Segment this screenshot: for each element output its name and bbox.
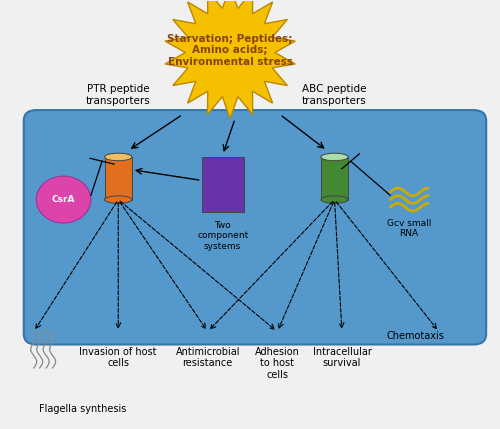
Text: Antimicrobial
resistance: Antimicrobial resistance <box>176 347 240 368</box>
Text: ABC peptide
transporters: ABC peptide transporters <box>302 84 367 106</box>
Ellipse shape <box>321 196 348 203</box>
Text: Intracellular
survival: Intracellular survival <box>312 347 372 368</box>
Ellipse shape <box>36 176 91 223</box>
Polygon shape <box>165 0 295 118</box>
Text: PTR peptide
transporters: PTR peptide transporters <box>86 84 150 106</box>
FancyBboxPatch shape <box>24 110 486 344</box>
Text: CsrA: CsrA <box>52 195 76 204</box>
Text: Invasion of host
cells: Invasion of host cells <box>80 347 157 368</box>
Text: Adhesion
to host
cells: Adhesion to host cells <box>255 347 300 380</box>
Text: Flagella synthesis: Flagella synthesis <box>38 404 126 414</box>
Text: Starvation; Peptides;
Amino acids;
Environmental stress: Starvation; Peptides; Amino acids; Envir… <box>168 34 293 67</box>
Ellipse shape <box>321 153 348 161</box>
Text: Chemotaxis: Chemotaxis <box>386 331 444 341</box>
FancyBboxPatch shape <box>321 157 348 199</box>
FancyBboxPatch shape <box>202 157 244 212</box>
Ellipse shape <box>104 196 132 203</box>
Ellipse shape <box>104 153 132 161</box>
Text: Two
component
systems: Two component systems <box>197 221 248 251</box>
FancyBboxPatch shape <box>104 157 132 199</box>
Text: Gcv small
RNA: Gcv small RNA <box>387 219 432 238</box>
